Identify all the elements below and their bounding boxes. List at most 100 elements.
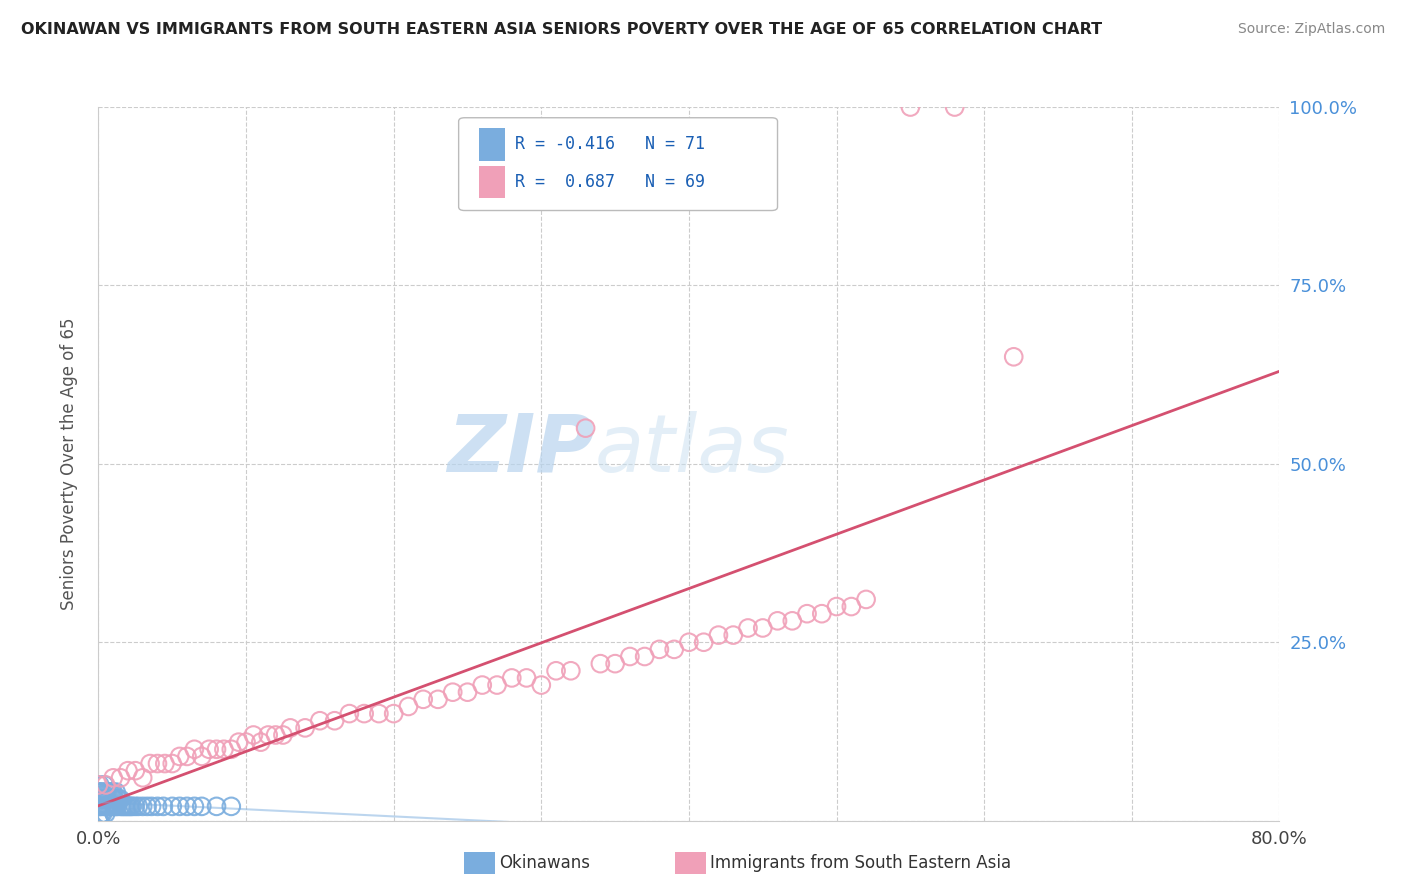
Point	[664, 642, 686, 657]
Point	[205, 799, 228, 814]
Point	[87, 814, 110, 828]
Point	[515, 671, 537, 685]
Point	[191, 749, 214, 764]
Bar	[464, 852, 495, 874]
Point	[118, 799, 141, 814]
Point	[900, 100, 922, 114]
Point	[89, 799, 111, 814]
Point	[93, 778, 115, 792]
Point	[91, 792, 114, 806]
Point	[103, 799, 125, 814]
Point	[132, 799, 155, 814]
Point	[87, 792, 110, 806]
Point	[501, 671, 523, 685]
Point	[162, 756, 183, 771]
Point	[89, 792, 111, 806]
Point	[546, 664, 568, 678]
Point	[219, 742, 242, 756]
Point	[121, 799, 143, 814]
Point	[146, 756, 169, 771]
Point	[97, 785, 120, 799]
Text: Immigrants from South Eastern Asia: Immigrants from South Eastern Asia	[710, 855, 1011, 872]
Point	[782, 614, 804, 628]
Point	[242, 728, 264, 742]
Point	[368, 706, 391, 721]
Point	[693, 635, 716, 649]
Point	[427, 692, 450, 706]
Point	[94, 785, 117, 799]
Point	[120, 799, 142, 814]
Point	[353, 706, 375, 721]
Point	[176, 749, 198, 764]
Point	[228, 735, 250, 749]
Point	[441, 685, 464, 699]
Point	[127, 799, 149, 814]
Point	[111, 799, 134, 814]
Point	[96, 792, 118, 806]
Point	[456, 685, 478, 699]
Point	[323, 714, 346, 728]
Point	[141, 799, 163, 814]
Point	[146, 799, 169, 814]
Point	[278, 721, 302, 735]
Point	[309, 714, 332, 728]
Point	[271, 728, 294, 742]
Point	[91, 785, 114, 799]
Point	[619, 649, 641, 664]
Point	[87, 792, 110, 806]
Point	[98, 799, 121, 814]
Point	[104, 799, 127, 814]
Point	[162, 799, 183, 814]
Point	[117, 764, 139, 778]
Point	[339, 706, 360, 721]
Point	[87, 799, 110, 814]
Point	[91, 806, 114, 821]
Point	[169, 749, 191, 764]
Point	[648, 642, 671, 657]
Point	[96, 785, 118, 799]
Point	[191, 799, 214, 814]
Point	[110, 799, 132, 814]
Point	[117, 799, 139, 814]
Bar	[478, 166, 505, 198]
Point	[810, 607, 832, 621]
Point	[605, 657, 627, 671]
Point	[152, 799, 174, 814]
Point	[855, 592, 877, 607]
Point	[87, 799, 110, 814]
Y-axis label: Seniors Poverty Over the Age of 65: Seniors Poverty Over the Age of 65	[59, 318, 77, 610]
Point	[257, 728, 280, 742]
Point	[104, 792, 127, 806]
Point	[205, 742, 228, 756]
Point	[294, 721, 316, 735]
Point	[825, 599, 848, 614]
Point	[841, 599, 863, 614]
Point	[396, 699, 419, 714]
Point	[112, 799, 135, 814]
Point	[105, 785, 128, 799]
Text: Source: ZipAtlas.com: Source: ZipAtlas.com	[1237, 22, 1385, 37]
Point	[412, 692, 434, 706]
Point	[107, 799, 129, 814]
Point	[89, 778, 111, 792]
Point	[110, 771, 132, 785]
Point	[219, 799, 242, 814]
Point	[94, 799, 117, 814]
Point	[90, 785, 112, 799]
Point	[103, 771, 125, 785]
Text: R =  0.687   N = 69: R = 0.687 N = 69	[516, 173, 706, 191]
Point	[114, 799, 136, 814]
Point	[100, 785, 122, 799]
Point	[737, 621, 759, 635]
Point	[382, 706, 405, 721]
Point	[471, 678, 494, 692]
Point	[136, 799, 159, 814]
Point	[94, 778, 117, 792]
Point	[124, 764, 146, 778]
Point	[132, 771, 155, 785]
Point	[707, 628, 730, 642]
Point	[108, 792, 131, 806]
Point	[100, 799, 122, 814]
Point	[1002, 350, 1025, 364]
Point	[796, 607, 818, 621]
